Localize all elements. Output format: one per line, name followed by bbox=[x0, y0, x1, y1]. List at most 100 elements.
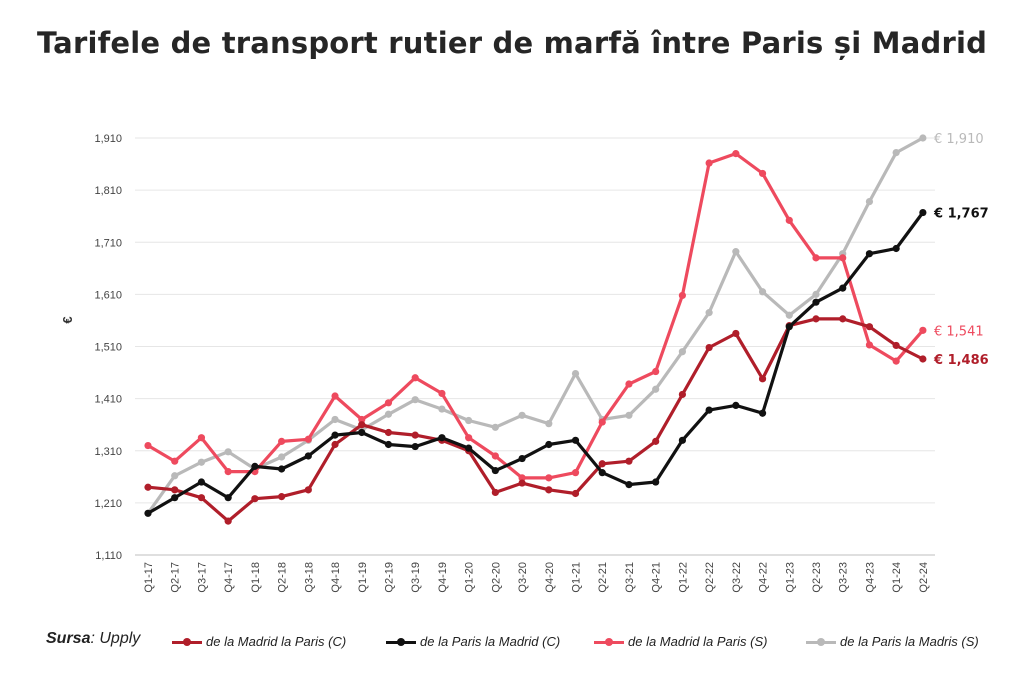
x-tick-label: Q1-24 bbox=[891, 562, 903, 593]
data-point bbox=[892, 341, 900, 350]
data-point bbox=[839, 315, 847, 323]
data-point bbox=[812, 298, 820, 306]
data-point bbox=[812, 254, 820, 262]
y-axis-label: € bbox=[60, 316, 75, 323]
y-axis-ticks: 1,110 1,210 1,310 1,410 1,510 1,610 1,710 1,810… bbox=[94, 133, 122, 562]
x-tick-label: Q2-19 bbox=[383, 562, 395, 593]
data-point bbox=[491, 488, 499, 497]
source-value: Upply bbox=[99, 630, 141, 647]
data-point bbox=[705, 159, 713, 167]
data-point bbox=[224, 494, 232, 502]
data-point bbox=[758, 375, 767, 383]
series-line bbox=[146, 136, 925, 515]
data-point bbox=[438, 405, 446, 413]
data-point bbox=[652, 437, 660, 445]
legend-item: de la Paris la Madrid (C) bbox=[386, 634, 560, 649]
data-point bbox=[438, 434, 446, 442]
data-point bbox=[652, 478, 660, 486]
data-point bbox=[625, 411, 633, 419]
data-point bbox=[304, 435, 312, 443]
end-label-3: € 1,541 bbox=[934, 324, 984, 339]
data-point bbox=[465, 444, 473, 452]
data-point bbox=[438, 389, 446, 398]
data-point bbox=[518, 411, 526, 419]
data-point bbox=[865, 197, 874, 206]
data-point bbox=[518, 454, 526, 463]
data-point bbox=[545, 420, 553, 428]
x-tick-label: Q1-18 bbox=[250, 562, 262, 593]
end-label-4: € 1,910 bbox=[934, 132, 984, 147]
gridlines bbox=[135, 137, 935, 556]
data-point bbox=[144, 509, 152, 517]
data-point bbox=[919, 355, 927, 363]
data-point bbox=[278, 437, 286, 445]
data-point bbox=[625, 380, 633, 388]
legend-item: de la Madrid la Paris (S) bbox=[594, 634, 767, 649]
data-point bbox=[384, 428, 393, 437]
data-point bbox=[358, 415, 366, 424]
x-tick-label: Q1-22 bbox=[677, 562, 689, 593]
y-tick-label: 1,110 bbox=[95, 550, 122, 562]
data-point bbox=[518, 479, 526, 487]
data-point bbox=[518, 474, 526, 482]
data-point bbox=[171, 486, 179, 494]
y-tick-label: 1,610 bbox=[94, 289, 122, 301]
data-point bbox=[571, 370, 580, 378]
data-point bbox=[384, 410, 393, 418]
legend-swatch bbox=[594, 637, 624, 647]
data-point bbox=[358, 428, 366, 437]
data-point bbox=[785, 323, 793, 331]
data-point bbox=[732, 329, 740, 338]
footer: Sursa: Upply de la Madrid la Paris (C) de… bbox=[0, 628, 1024, 658]
series-3 bbox=[144, 150, 927, 482]
data-point bbox=[331, 415, 339, 424]
data-point bbox=[785, 216, 793, 224]
x-tick-label: Q1-19 bbox=[357, 562, 369, 593]
data-point bbox=[384, 399, 393, 407]
data-point bbox=[144, 483, 152, 491]
data-point bbox=[278, 465, 286, 473]
source-note: Sursa: Upply bbox=[46, 630, 141, 647]
data-point bbox=[411, 396, 419, 404]
data-point bbox=[705, 343, 713, 352]
y-tick-label: 1,210 bbox=[94, 498, 122, 510]
data-point bbox=[491, 466, 499, 475]
data-point bbox=[197, 478, 206, 486]
legend-label: de la Paris la Madris (S) bbox=[840, 634, 979, 649]
data-point bbox=[571, 489, 580, 498]
data-point bbox=[197, 494, 206, 502]
data-point bbox=[919, 326, 927, 334]
data-point bbox=[919, 134, 927, 142]
data-point bbox=[197, 434, 206, 442]
y-tick-label: 1,510 bbox=[94, 342, 122, 354]
y-tick-label: 1,310 bbox=[94, 446, 122, 458]
data-point bbox=[411, 374, 419, 382]
data-point bbox=[465, 434, 473, 442]
x-tick-label: Q3-19 bbox=[410, 562, 422, 593]
data-point bbox=[411, 431, 419, 439]
x-tick-label: Q2-18 bbox=[277, 562, 289, 593]
x-axis-ticks: Q1-17 Q2-17 Q3-17 Q4-17 Q1-18 Q2-18 Q3-18 Q4-18… bbox=[143, 562, 930, 593]
x-tick-label: Q2-24 bbox=[918, 562, 930, 593]
data-point bbox=[171, 494, 179, 502]
data-point bbox=[865, 323, 874, 331]
data-point bbox=[785, 311, 793, 319]
x-tick-label: Q2-17 bbox=[170, 562, 182, 593]
data-point bbox=[678, 436, 687, 444]
data-point bbox=[839, 254, 847, 262]
end-label-2: € 1,767 bbox=[933, 207, 989, 222]
y-tick-label: 1,910 bbox=[94, 133, 122, 145]
series-4 bbox=[144, 134, 927, 517]
data-point bbox=[598, 418, 606, 426]
legend-label: de la Madrid la Paris (S) bbox=[628, 634, 768, 649]
x-tick-label: Q4-22 bbox=[758, 562, 770, 593]
data-point bbox=[224, 517, 232, 525]
series-line bbox=[146, 210, 925, 515]
x-tick-label: Q4-18 bbox=[330, 562, 342, 593]
data-point bbox=[812, 290, 820, 298]
legend-label: de la Paris la Madrid (C) bbox=[420, 634, 561, 649]
data-point bbox=[625, 481, 633, 489]
y-tick-label: 1,710 bbox=[94, 237, 122, 249]
x-tick-label: Q4-17 bbox=[223, 562, 235, 593]
legend-swatch bbox=[172, 637, 202, 647]
